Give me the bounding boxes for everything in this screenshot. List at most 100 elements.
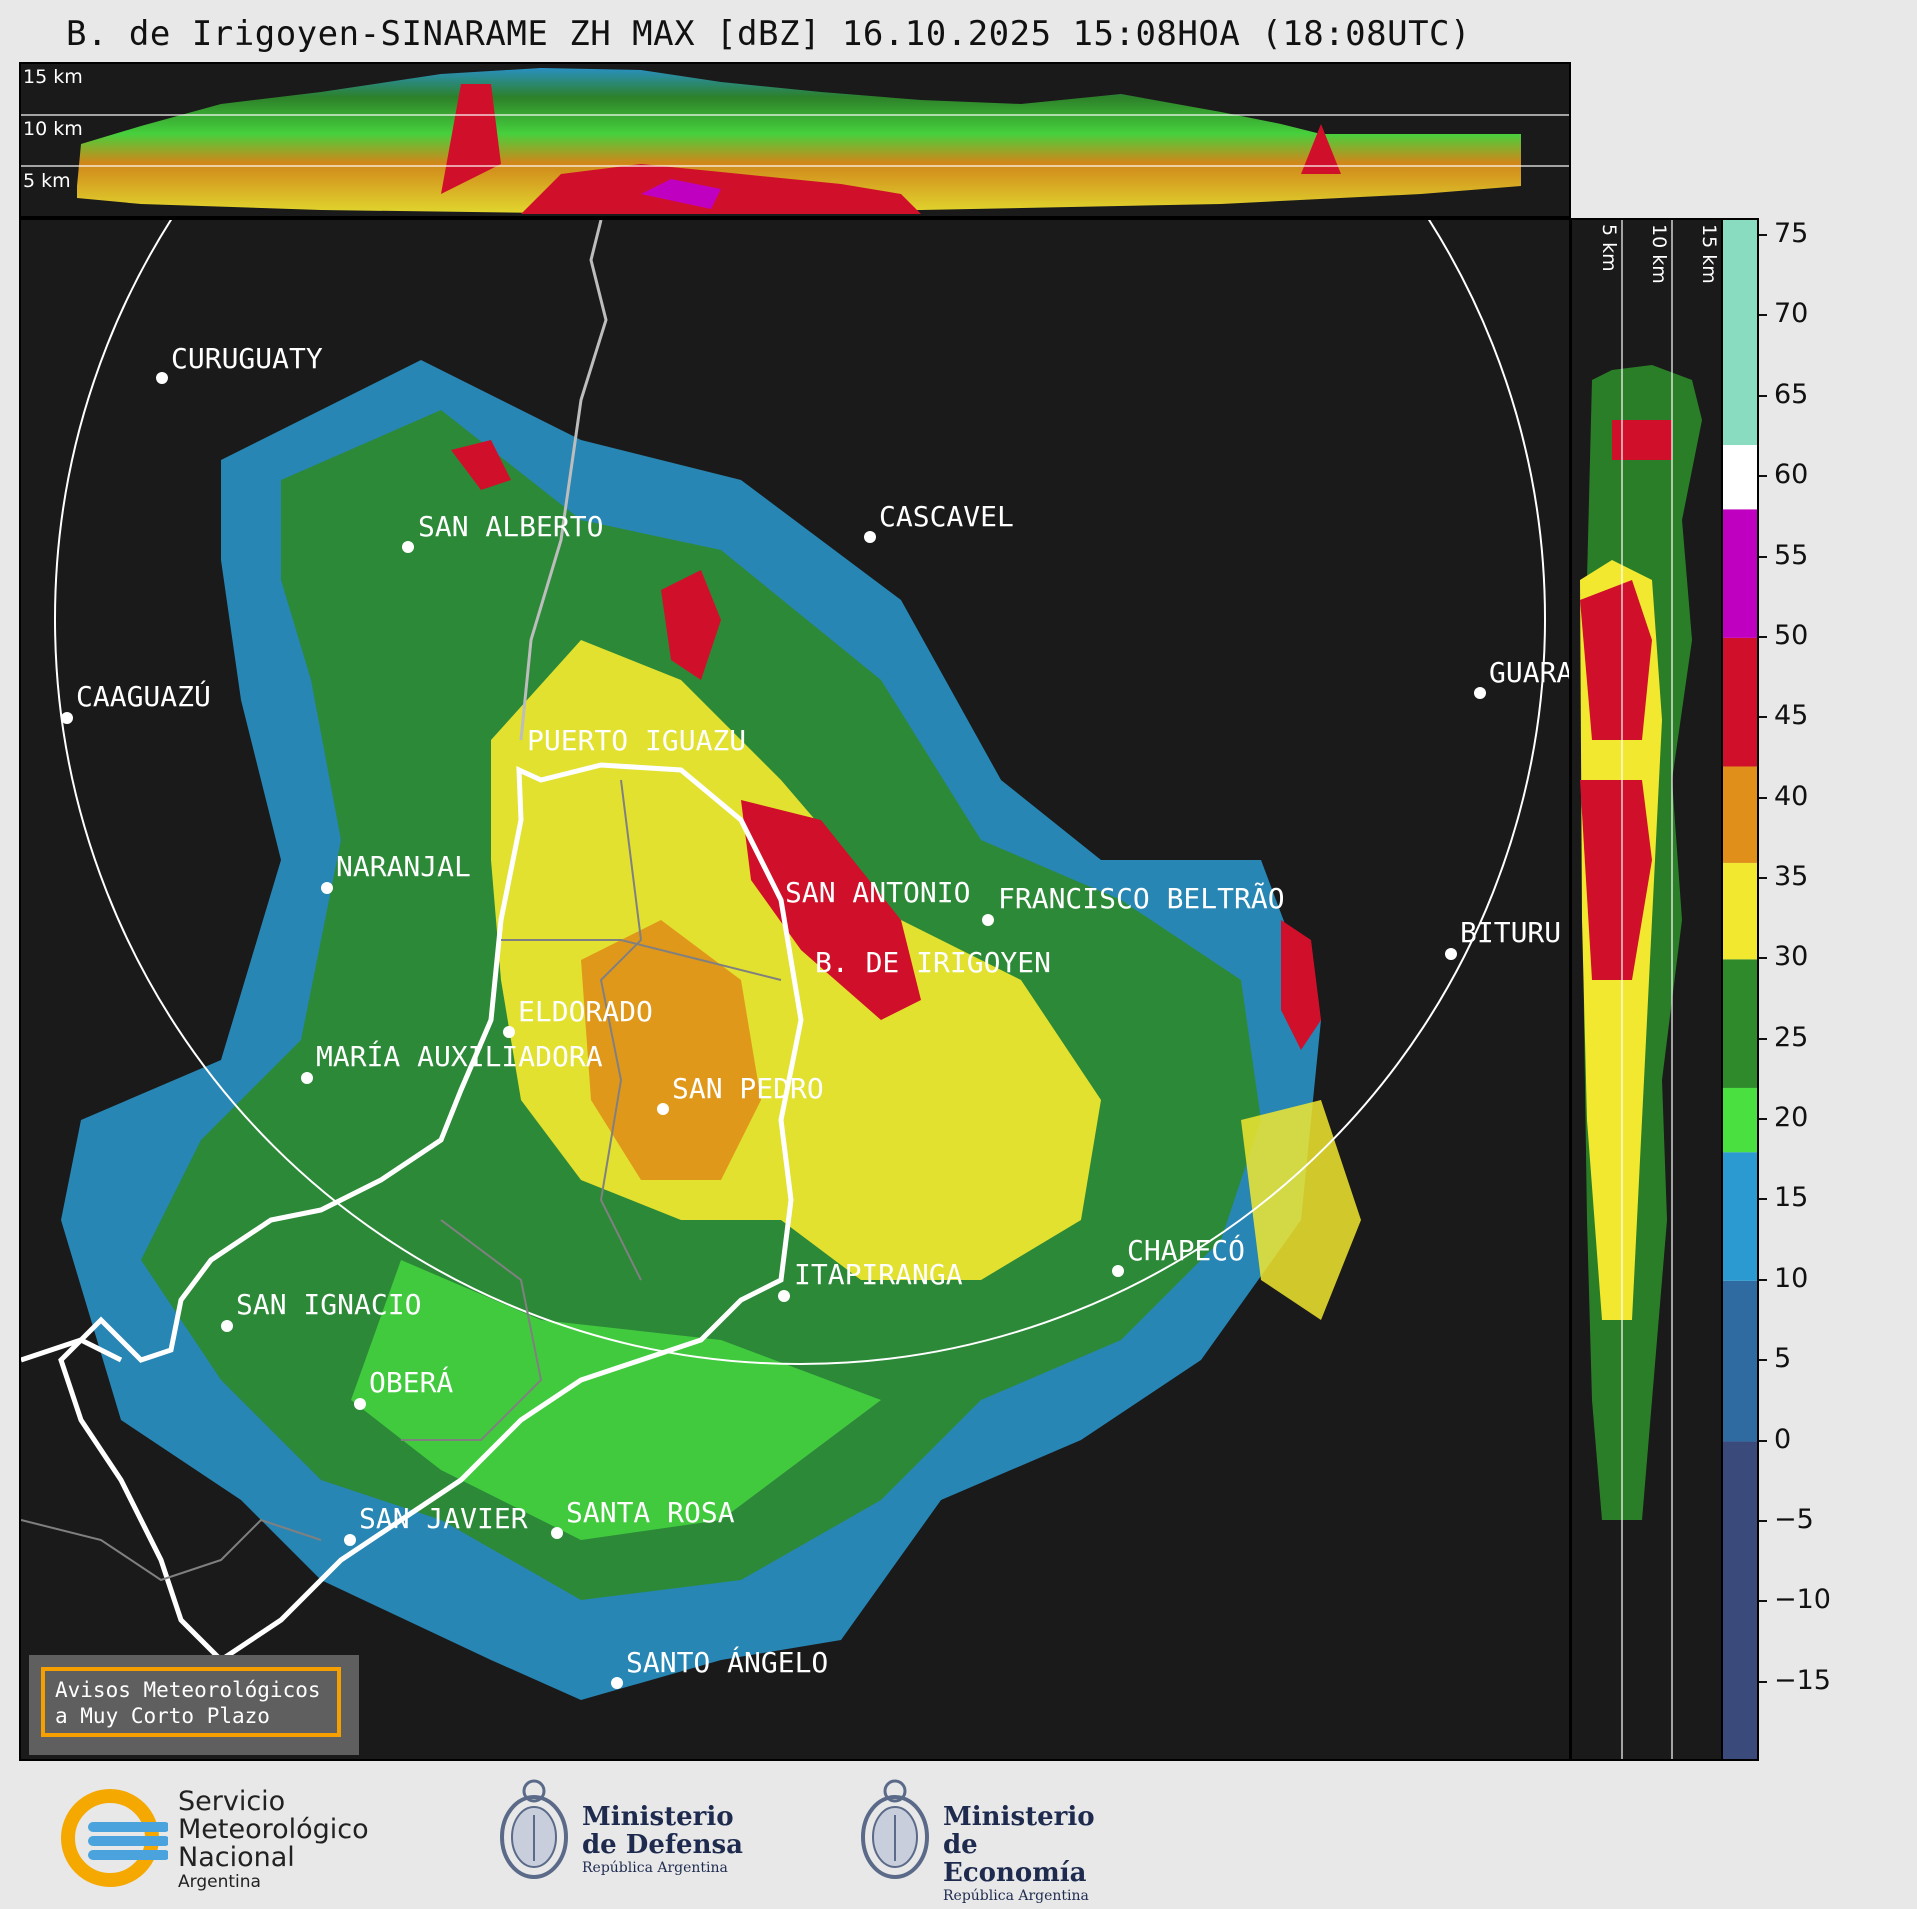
colorbar-tick-label: 75 [1774,218,1809,250]
city-label-naranjal: NARANJAL [336,850,471,883]
colorbar-segment [1723,766,1757,863]
colorbar-segment [1723,637,1757,767]
smn-line-3: Nacional [178,1842,295,1873]
city-dot [221,1320,233,1332]
colorbar-segment [1723,1441,1757,1759]
city-label-eldorado: ELDORADO [518,995,653,1028]
defensa-line-2: de Defensa [582,1830,743,1860]
economia-line-1: Ministerio [943,1802,1095,1832]
colorbar-segment [1723,220,1757,446]
side-height-label-5km: 5 km [1598,224,1620,272]
colorbar-tick-label: 55 [1774,539,1809,571]
radar-map-panel: CURUGUATY SAN ALBERTO CASCAVEL CAAGUAZÚ … [19,218,1571,1761]
colorbar-tick-label: 25 [1774,1021,1809,1053]
city-label-puerto-iguazu: PUERTO IGUAZU [527,724,747,757]
city-label-san-antonio: SAN ANTONIO [785,876,971,909]
top-height-label-5km: 5 km [23,170,71,192]
city-dot [402,541,414,553]
colorbar-tick-label: 45 [1774,700,1809,732]
colorbar-segment [1723,509,1757,638]
colorbar-tick-label: 40 [1774,780,1809,812]
economia-line-3: República Argentina [943,1888,1089,1904]
side-height-label-10km: 10 km [1648,224,1670,284]
top-height-label-15km: 15 km [23,66,83,88]
city-label-caaguazu: CAAGUAZÚ [76,680,211,713]
city-dot [321,882,333,894]
city-label-guara: GUARA [1489,656,1571,689]
colorbar-gradient [1723,220,1757,1759]
top-cross-section-panel: 15 km 10 km 5 km [19,62,1571,218]
colorbar [1721,218,1759,1761]
colorbar-tick-label: 0 [1774,1423,1792,1455]
radar-echo-layer [21,220,1546,1700]
city-dot [1112,1265,1124,1277]
defensa-line-3: República Argentina [582,1860,728,1876]
city-label-francisco-beltrao: FRANCISCO BELTRÃO [998,882,1285,915]
city-dot [344,1534,356,1546]
city-dot [982,914,994,926]
city-label-san-alberto: SAN ALBERTO [418,510,604,543]
city-dot [503,1026,515,1038]
colorbar-segment [1723,1280,1757,1442]
city-dot [301,1072,313,1084]
smn-line-1: Servicio [178,1786,286,1817]
colorbar-tick-label: 60 [1774,459,1809,491]
colorbar-segment [1723,959,1757,1088]
top-cross-section-echo [21,68,1569,214]
city-label-santa-rosa: SANTA ROSA [566,1496,735,1529]
colorbar-tick-label: 65 [1774,378,1809,410]
city-label-san-pedro: SAN PEDRO [672,1072,824,1105]
smn-logo: Servicio Meteorológico Nacional Argentin… [58,1786,398,1892]
colorbar-tick-label: 15 [1774,1182,1809,1214]
defensa-line-1: Ministerio [582,1802,734,1832]
map-title: B. de Irigoyen-SINARAME ZH MAX [dBZ] 16.… [66,14,1471,54]
city-dot [551,1527,563,1539]
warning-box-line-2: a Muy Corto Plazo [55,1704,270,1728]
city-label-maria-auxiliadora: MARÍA AUXILIADORA [316,1040,603,1073]
warning-box-frame: Avisos Meteorológicos a Muy Corto Plazo [41,1667,341,1737]
national-seal-icon [500,1779,568,1879]
city-label-san-javier: SAN JAVIER [359,1502,528,1535]
colorbar-tick-label: 35 [1774,860,1809,892]
smn-line-2: Meteorológico [178,1814,369,1845]
warning-box[interactable]: Avisos Meteorológicos a Muy Corto Plazo [29,1655,359,1755]
top-height-label-10km: 10 km [23,118,83,140]
warning-box-line-1: Avisos Meteorológicos [55,1678,321,1702]
side-cross-section-panel: 5 km 10 km 15 km [1570,218,1723,1761]
colorbar-tick-label: 30 [1774,941,1809,973]
city-dot [864,531,876,543]
city-label-b-de-irigoyen: B. DE IRIGOYEN [815,946,1052,979]
city-dot [1445,948,1457,960]
side-cross-section-echo [1580,220,1702,1759]
city-label-bituru: BITURU [1460,916,1562,949]
city-label-cascavel: CASCAVEL [879,500,1014,533]
city-dot [354,1398,366,1410]
colorbar-segment [1723,1152,1757,1281]
city-dot [1474,687,1486,699]
colorbar-segment [1723,445,1757,510]
city-label-curuguaty: CURUGUATY [171,342,323,375]
city-dot [61,712,73,724]
smn-emblem-icon [61,1789,168,1887]
city-label-obera: OBERÁ [369,1366,454,1399]
city-label-chapeco: CHAPECÓ [1127,1234,1246,1267]
colorbar-segment [1723,862,1757,960]
national-seal-icon [861,1779,929,1879]
colorbar-tick-label: 5 [1774,1343,1792,1375]
colorbar-tick-label: 50 [1774,619,1809,651]
colorbar-segment [1723,1087,1757,1153]
city-label-santo-angelo: SANTO ÁNGELO [626,1646,829,1679]
city-dot [657,1103,669,1115]
colorbar-tick-label: −10 [1774,1584,1831,1616]
city-dot [611,1677,623,1689]
colorbar-tick-label: 10 [1774,1262,1809,1294]
side-height-label-15km: 15 km [1698,224,1720,284]
colorbar-tick-label: 70 [1774,298,1809,330]
economia-line-2: de Economía [943,1830,1087,1888]
city-dot [156,372,168,384]
colorbar-tick-label: −15 [1774,1664,1831,1696]
ministerio-defensa-logo: Ministerio de Defensa República Argentin… [494,1775,764,1895]
city-dot [778,1290,790,1302]
city-label-san-ignacio: SAN IGNACIO [236,1288,422,1321]
ministerio-economia-logo: Ministerio de Economía República Argenti… [855,1775,1125,1904]
